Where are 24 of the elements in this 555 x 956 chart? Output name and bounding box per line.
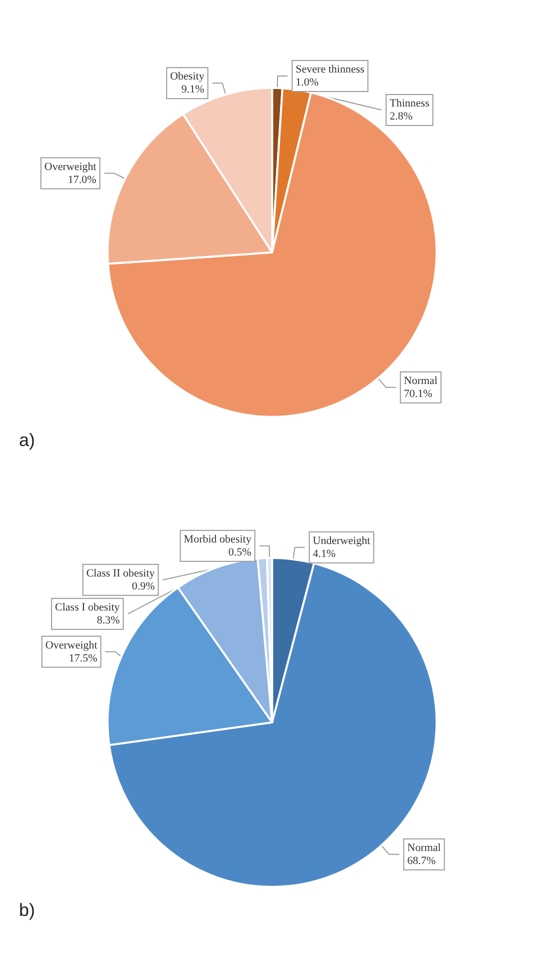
data-label: 0.5% [228,546,252,558]
data-label: 9.1% [181,84,204,96]
data-label: 68.7% [407,854,436,867]
data-label: 17.5% [68,652,98,664]
data-label: 17.0% [68,174,96,186]
slice-label: Overweight [44,160,96,173]
slice-label: Overweight [45,639,98,652]
slice-label: Thinness [390,97,430,110]
slice-label: Severe thinness [296,63,364,76]
data-label: 4.1% [312,548,336,560]
data-label: 8.3% [96,614,120,626]
text: b) [19,900,36,920]
slice-label: Obesity [170,70,205,83]
slice-label: Normal [404,374,438,387]
slice-label: Class II obesity [86,567,156,580]
slice-label: Underweight [312,534,370,547]
slice-label: Morbid obesity [184,533,252,546]
data-label: 2.8% [390,110,413,122]
slice-label: Normal [407,842,441,854]
text: a) [19,430,36,450]
data-label: 0.9% [132,580,155,592]
data-label: 1.0% [296,76,319,88]
slice-label: Class I obesity [55,601,120,614]
data-label: 70.1% [404,388,432,400]
